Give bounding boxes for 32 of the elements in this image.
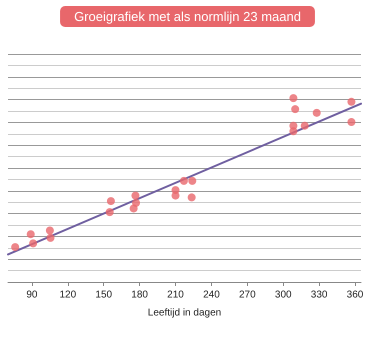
point bbox=[291, 105, 300, 114]
point bbox=[26, 230, 35, 238]
point bbox=[289, 127, 298, 136]
point bbox=[172, 192, 180, 200]
x-tick-label: 300 bbox=[274, 290, 292, 300]
point bbox=[312, 108, 321, 117]
point bbox=[289, 94, 298, 102]
x-axis-title: Leeftijd in dagen bbox=[148, 308, 222, 318]
point bbox=[46, 226, 54, 235]
x-tick-label: 360 bbox=[346, 290, 364, 300]
point bbox=[46, 234, 54, 242]
point bbox=[188, 193, 196, 202]
point bbox=[106, 208, 114, 216]
x-tick-label: 270 bbox=[238, 290, 256, 300]
x-tick-label: 330 bbox=[310, 290, 328, 300]
chart-title: Groeigrafiek met als normlijn 23 maand bbox=[74, 9, 301, 24]
x-tick-label: 210 bbox=[167, 290, 184, 300]
point bbox=[347, 98, 356, 106]
point bbox=[132, 198, 140, 207]
point bbox=[106, 197, 115, 206]
point bbox=[11, 243, 20, 252]
point bbox=[347, 118, 356, 126]
x-tick-label: 180 bbox=[131, 290, 148, 300]
point bbox=[180, 176, 188, 185]
point bbox=[131, 192, 140, 200]
x-tick-label: 240 bbox=[203, 290, 220, 300]
point bbox=[300, 122, 309, 130]
x-tick-label: 90 bbox=[26, 290, 38, 300]
point bbox=[29, 239, 38, 248]
x-tick-label: 120 bbox=[59, 290, 77, 300]
x-tick-label: 150 bbox=[95, 290, 113, 300]
point bbox=[188, 176, 196, 185]
